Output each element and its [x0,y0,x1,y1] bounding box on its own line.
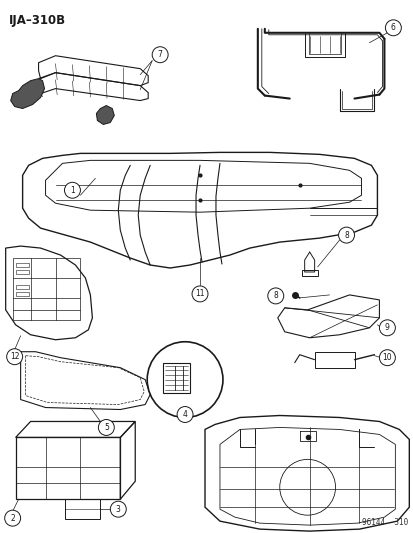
Circle shape [267,288,283,304]
Text: 1: 1 [70,186,75,195]
Text: 10: 10 [382,353,391,362]
Circle shape [192,286,207,302]
Text: 7: 7 [157,50,162,59]
Text: 8: 8 [273,292,278,301]
Text: 96144  310: 96144 310 [361,518,407,527]
Circle shape [152,47,168,63]
Text: 12: 12 [10,352,19,361]
Circle shape [378,350,394,366]
Text: 9: 9 [384,324,389,332]
Text: 4: 4 [182,410,187,419]
Circle shape [64,182,80,198]
Text: 11: 11 [195,289,204,298]
Text: 3: 3 [116,505,121,514]
Text: 8: 8 [343,231,348,240]
Text: 2: 2 [10,514,15,523]
Circle shape [378,320,394,336]
Text: IJA–310B: IJA–310B [9,14,66,27]
Circle shape [385,20,400,36]
Circle shape [338,227,354,243]
Circle shape [7,349,23,365]
Circle shape [5,510,21,526]
Circle shape [110,501,126,517]
Text: 6: 6 [390,23,395,33]
Circle shape [177,407,192,423]
Circle shape [147,342,223,417]
Polygon shape [11,79,45,109]
Text: 5: 5 [104,423,109,432]
Polygon shape [96,106,114,125]
Circle shape [98,419,114,435]
